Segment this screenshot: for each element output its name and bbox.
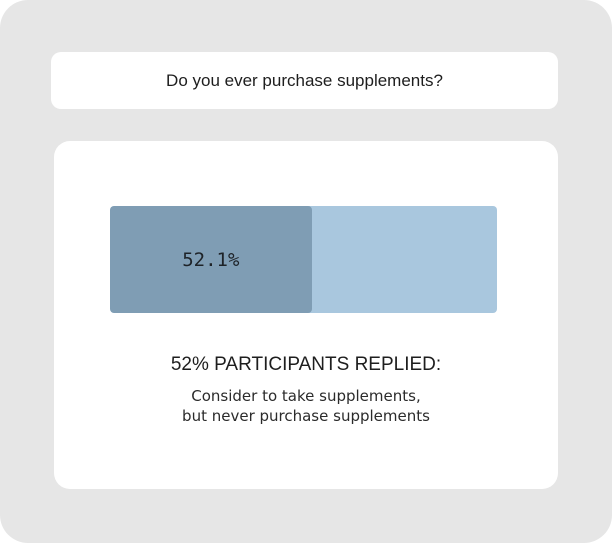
result-headline: 52% PARTICIPANTS REPLIED: xyxy=(170,354,442,375)
question-text: Do you ever purchase supplements? xyxy=(166,70,443,90)
progress-bar-fill: 52.1% xyxy=(110,206,312,313)
question-card: Do you ever purchase supplements? xyxy=(51,52,558,109)
progress-value-label: 52.1% xyxy=(182,248,240,271)
result-description-line: Consider to take supplements, xyxy=(191,387,421,405)
result-description-line: but never purchase supplements xyxy=(182,407,430,425)
result-card: 52.1% 52% PARTICIPANTS REPLIED: Consider… xyxy=(54,141,558,489)
progress-bar-track: 52.1% xyxy=(110,206,497,313)
result-description: Consider to take supplements, but never … xyxy=(54,386,558,426)
